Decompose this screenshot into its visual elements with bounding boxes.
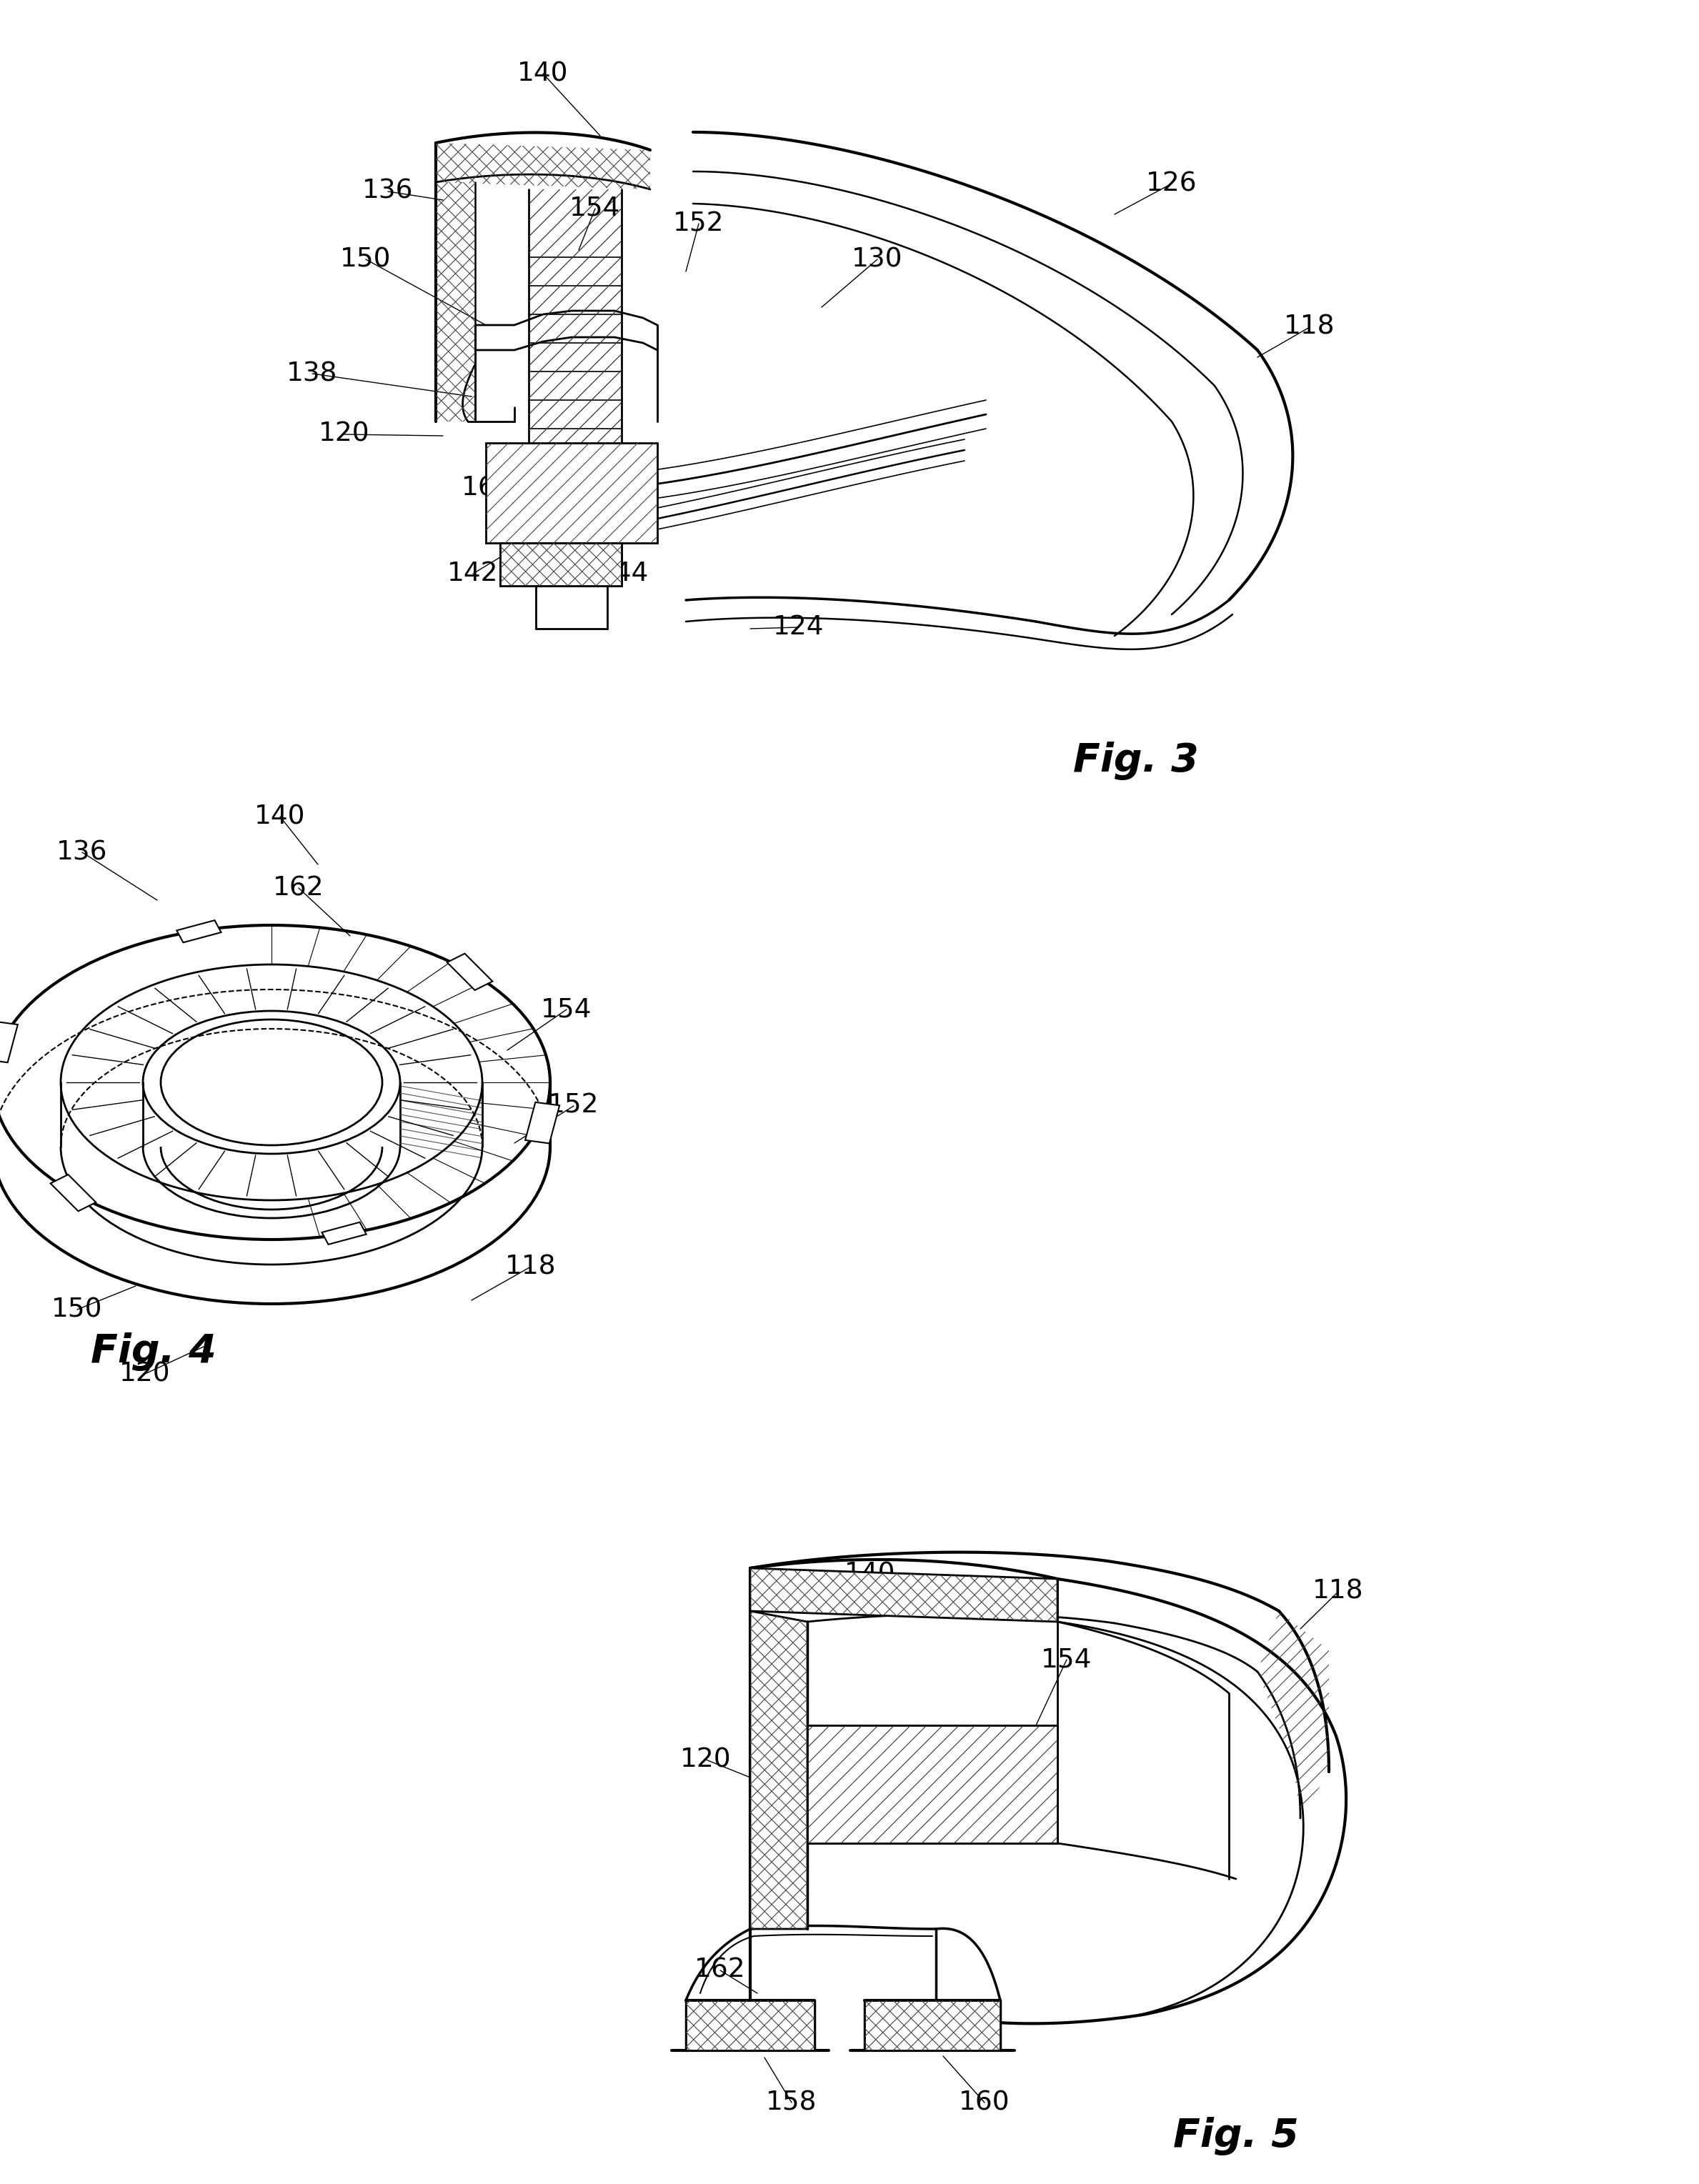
Text: 118: 118	[505, 1254, 557, 1280]
Polygon shape	[751, 1612, 807, 1928]
Text: 146: 146	[535, 539, 586, 566]
Text: Fig. 5: Fig. 5	[1174, 2116, 1298, 2156]
Text: 130: 130	[851, 247, 902, 273]
Polygon shape	[500, 544, 622, 585]
Polygon shape	[486, 443, 658, 544]
Polygon shape	[437, 181, 476, 422]
Text: 154: 154	[1041, 1647, 1092, 1673]
Text: 120: 120	[680, 1747, 732, 1773]
Polygon shape	[686, 2001, 814, 2051]
Text: 126: 126	[1147, 170, 1198, 197]
Polygon shape	[751, 1568, 1057, 1623]
Polygon shape	[525, 1103, 559, 1144]
Text: 160: 160	[958, 2090, 1011, 2116]
Polygon shape	[51, 1175, 95, 1212]
Polygon shape	[751, 1612, 807, 1928]
Text: 140: 140	[844, 1562, 895, 1588]
Polygon shape	[177, 919, 221, 943]
Polygon shape	[865, 2001, 1001, 2051]
Text: 154: 154	[569, 197, 620, 221]
Text: 120: 120	[319, 422, 370, 448]
Polygon shape	[486, 443, 658, 544]
Polygon shape	[500, 544, 622, 585]
Polygon shape	[437, 181, 476, 422]
Text: 162: 162	[274, 876, 325, 900]
Text: 154: 154	[540, 996, 591, 1022]
Text: 118: 118	[1313, 1579, 1364, 1605]
Polygon shape	[807, 1725, 1057, 1843]
Polygon shape	[500, 544, 622, 585]
Polygon shape	[751, 1612, 807, 1928]
Text: 136: 136	[56, 839, 107, 865]
Polygon shape	[865, 2001, 1001, 2051]
Text: 136: 136	[362, 179, 413, 205]
Polygon shape	[321, 1223, 367, 1245]
Text: 118: 118	[1284, 314, 1335, 341]
Polygon shape	[865, 2001, 1001, 2051]
Polygon shape	[751, 1568, 1057, 1623]
Text: 144: 144	[598, 561, 649, 587]
Text: 150: 150	[51, 1297, 102, 1321]
Text: 140: 140	[255, 804, 306, 830]
Text: 160: 160	[462, 476, 513, 500]
Text: 142: 142	[447, 561, 498, 587]
Text: 140: 140	[518, 61, 569, 87]
Polygon shape	[528, 190, 622, 515]
Polygon shape	[686, 2001, 814, 2051]
Polygon shape	[807, 1725, 1057, 1843]
Text: 150: 150	[340, 247, 391, 273]
Polygon shape	[1257, 1612, 1329, 1819]
Polygon shape	[447, 954, 493, 989]
Text: 138: 138	[287, 360, 338, 387]
Text: 152: 152	[673, 210, 724, 236]
Text: 120: 120	[119, 1361, 170, 1387]
Text: 162: 162	[695, 1957, 746, 1983]
Polygon shape	[686, 2001, 814, 2051]
Text: 152: 152	[549, 1092, 600, 1118]
Polygon shape	[437, 142, 651, 190]
Text: 158: 158	[766, 2090, 817, 2116]
Polygon shape	[751, 1568, 1057, 1623]
Text: Fig. 3: Fig. 3	[1074, 743, 1199, 780]
Polygon shape	[437, 142, 651, 190]
Text: Fig. 4: Fig. 4	[90, 1332, 216, 1372]
Polygon shape	[0, 1022, 17, 1061]
Text: 124: 124	[773, 614, 824, 640]
